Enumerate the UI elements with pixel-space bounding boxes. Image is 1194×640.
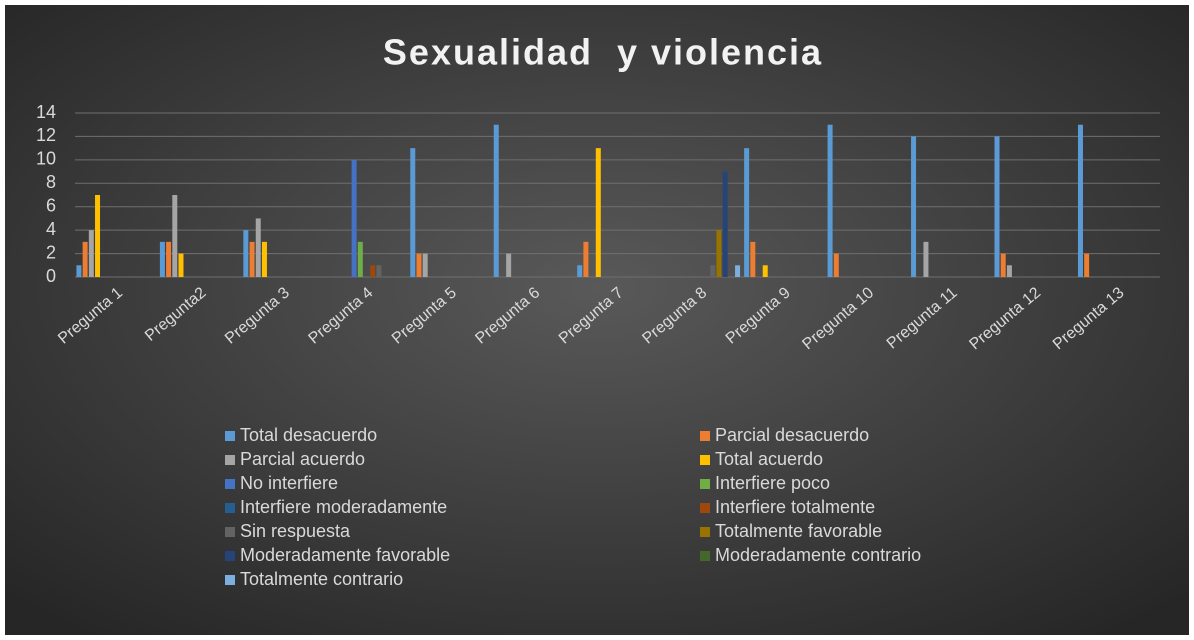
y-tick-label: 12 xyxy=(36,125,56,145)
legend-swatch xyxy=(225,479,235,489)
y-tick-label: 6 xyxy=(46,195,56,215)
bar xyxy=(166,241,172,277)
legend-swatch xyxy=(700,455,710,465)
legend-swatch xyxy=(700,503,710,513)
bar xyxy=(994,136,1000,277)
legend-label: Interfiere poco xyxy=(715,473,830,493)
bar xyxy=(577,265,583,277)
legend-label: Totalmente favorable xyxy=(715,521,882,541)
legend-swatch xyxy=(700,527,710,537)
bar xyxy=(159,241,165,277)
bar xyxy=(827,124,833,277)
chart-title: Sexualidad y violencia xyxy=(383,32,823,73)
bar xyxy=(88,230,94,277)
legend-label: Interfiere moderadamente xyxy=(240,497,447,517)
bar xyxy=(744,148,750,277)
bar xyxy=(243,230,249,277)
legend-swatch xyxy=(700,551,710,561)
bar xyxy=(911,136,917,277)
y-tick-label: 4 xyxy=(46,219,56,239)
bar xyxy=(722,171,728,277)
y-tick-label: 14 xyxy=(36,102,56,122)
legend-swatch xyxy=(225,551,235,561)
bar xyxy=(255,218,261,277)
chart-background xyxy=(5,5,1189,635)
bar xyxy=(1077,124,1083,277)
legend-label: No interfiere xyxy=(240,473,338,493)
bar xyxy=(735,265,741,277)
bar xyxy=(76,265,82,277)
bar xyxy=(1006,265,1012,277)
legend-label: Moderadamente favorable xyxy=(240,545,450,565)
bar xyxy=(506,253,512,277)
y-tick-label: 0 xyxy=(46,266,56,286)
y-tick-label: 10 xyxy=(36,149,56,169)
legend-swatch xyxy=(225,455,235,465)
bar xyxy=(583,241,589,277)
bar xyxy=(1084,253,1090,277)
bar xyxy=(422,253,428,277)
y-tick-label: 8 xyxy=(46,172,56,192)
bar xyxy=(750,241,756,277)
legend-label: Parcial acuerdo xyxy=(240,449,365,469)
bar xyxy=(261,241,267,277)
bar xyxy=(376,265,382,277)
legend-swatch xyxy=(225,575,235,585)
legend-label: Parcial desacuerdo xyxy=(715,425,869,445)
bar xyxy=(249,241,255,277)
legend-swatch xyxy=(225,431,235,441)
bar xyxy=(178,253,184,277)
bar xyxy=(762,265,768,277)
legend-label: Totalmente contrario xyxy=(240,569,403,589)
legend-label: Total desacuerdo xyxy=(240,425,377,445)
bar xyxy=(710,265,716,277)
bar xyxy=(1000,253,1006,277)
bar xyxy=(95,195,101,277)
bar xyxy=(410,148,416,277)
bar xyxy=(82,241,88,277)
bar xyxy=(370,265,376,277)
bar xyxy=(351,159,357,277)
legend-swatch xyxy=(700,431,710,441)
legend-label: Moderadamente contrario xyxy=(715,545,921,565)
legend-swatch xyxy=(225,503,235,513)
bar xyxy=(833,253,839,277)
legend-swatch xyxy=(700,479,710,489)
bar xyxy=(716,230,722,277)
bar xyxy=(357,241,363,277)
y-tick-label: 2 xyxy=(46,242,56,262)
legend-label: Interfiere totalmente xyxy=(715,497,875,517)
legend-label: Sin respuesta xyxy=(240,521,351,541)
bar xyxy=(493,124,499,277)
bar xyxy=(416,253,422,277)
bar xyxy=(595,148,601,277)
legend-swatch xyxy=(225,527,235,537)
bar xyxy=(172,195,178,277)
bar xyxy=(923,241,929,277)
legend-label: Total acuerdo xyxy=(715,449,823,469)
